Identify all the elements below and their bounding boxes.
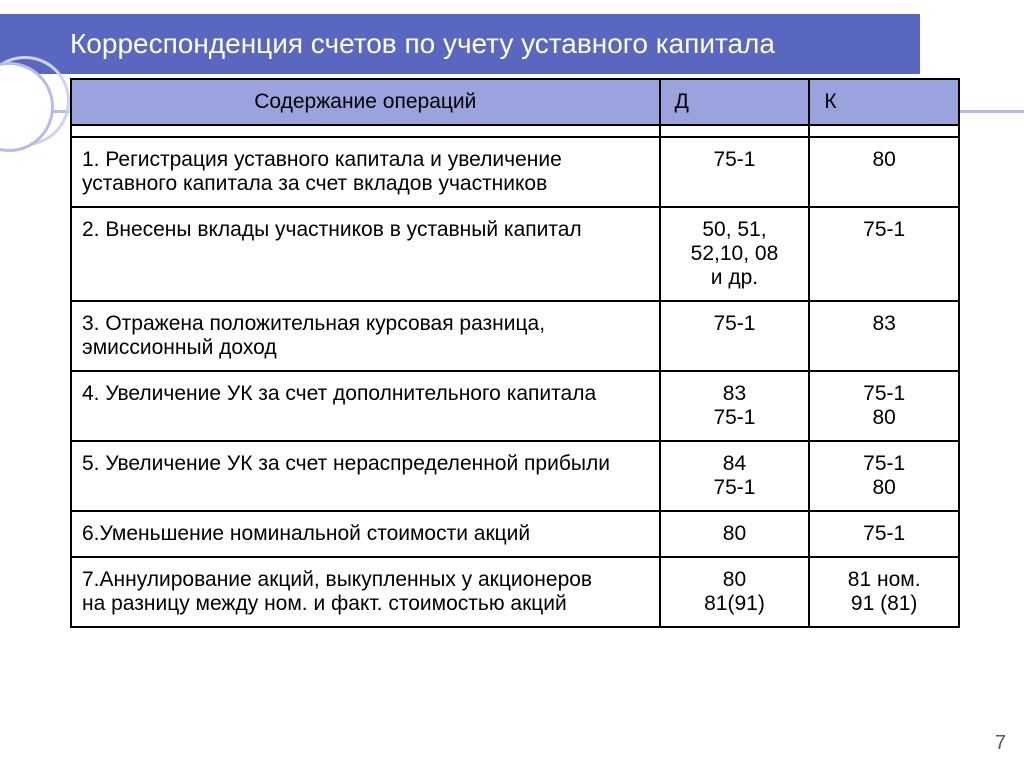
cell-credit: 75-1 80 [809, 441, 959, 511]
cell-credit: 81 ном. 91 (81) [809, 557, 959, 627]
table-header-spacer [71, 125, 959, 137]
slide: Корреспонденция счетов по учету уставног… [0, 0, 1024, 767]
table-row: 4. Увеличение УК за счет дополнительного… [71, 371, 959, 441]
cell-debit: 75-1 [660, 137, 810, 207]
cell-description: 1. Регистрация уставного капитала и увел… [71, 137, 660, 207]
cell-description: 5. Увеличение УК за счет нераспределенно… [71, 441, 660, 511]
cell-debit: 75-1 [660, 301, 810, 371]
accounts-table-wrap: Содержание операций Д К 1. Регистрация у… [70, 78, 960, 628]
table-header-row: Содержание операций Д К [71, 79, 959, 125]
cell-credit: 83 [809, 301, 959, 371]
cell-credit: 75-1 80 [809, 371, 959, 441]
cell-debit: 80 [660, 511, 810, 557]
col-header-description: Содержание операций [71, 79, 660, 125]
slide-title: Корреспонденция счетов по учету уставног… [0, 14, 920, 74]
cell-description: 6.Уменьшение номинальной стоимости акций [71, 511, 660, 557]
cell-description: 3. Отражена положительная курсовая разни… [71, 301, 660, 371]
cell-debit: 83 75-1 [660, 371, 810, 441]
table-row: 1. Регистрация уставного капитала и увел… [71, 137, 959, 207]
accounts-table: Содержание операций Д К 1. Регистрация у… [70, 78, 960, 628]
cell-credit: 80 [809, 137, 959, 207]
cell-debit: 84 75-1 [660, 441, 810, 511]
col-header-debit: Д [660, 79, 810, 125]
table-row: 3. Отражена положительная курсовая разни… [71, 301, 959, 371]
cell-description: 2. Внесены вклады участников в уставный … [71, 207, 660, 301]
cell-description: 7.Аннулирование акций, выкупленных у акц… [71, 557, 660, 627]
page-number: 7 [995, 732, 1006, 755]
table-row: 7.Аннулирование акций, выкупленных у акц… [71, 557, 959, 627]
cell-description: 4. Увеличение УК за счет дополнительного… [71, 371, 660, 441]
col-header-credit: К [809, 79, 959, 125]
cell-credit: 75-1 [809, 511, 959, 557]
table-row: 5. Увеличение УК за счет нераспределенно… [71, 441, 959, 511]
cell-debit: 80 81(91) [660, 557, 810, 627]
cell-credit: 75-1 [809, 207, 959, 301]
table-row: 6.Уменьшение номинальной стоимости акций… [71, 511, 959, 557]
table-row: 2. Внесены вклады участников в уставный … [71, 207, 959, 301]
cell-debit: 50, 51, 52,10, 08 и др. [660, 207, 810, 301]
